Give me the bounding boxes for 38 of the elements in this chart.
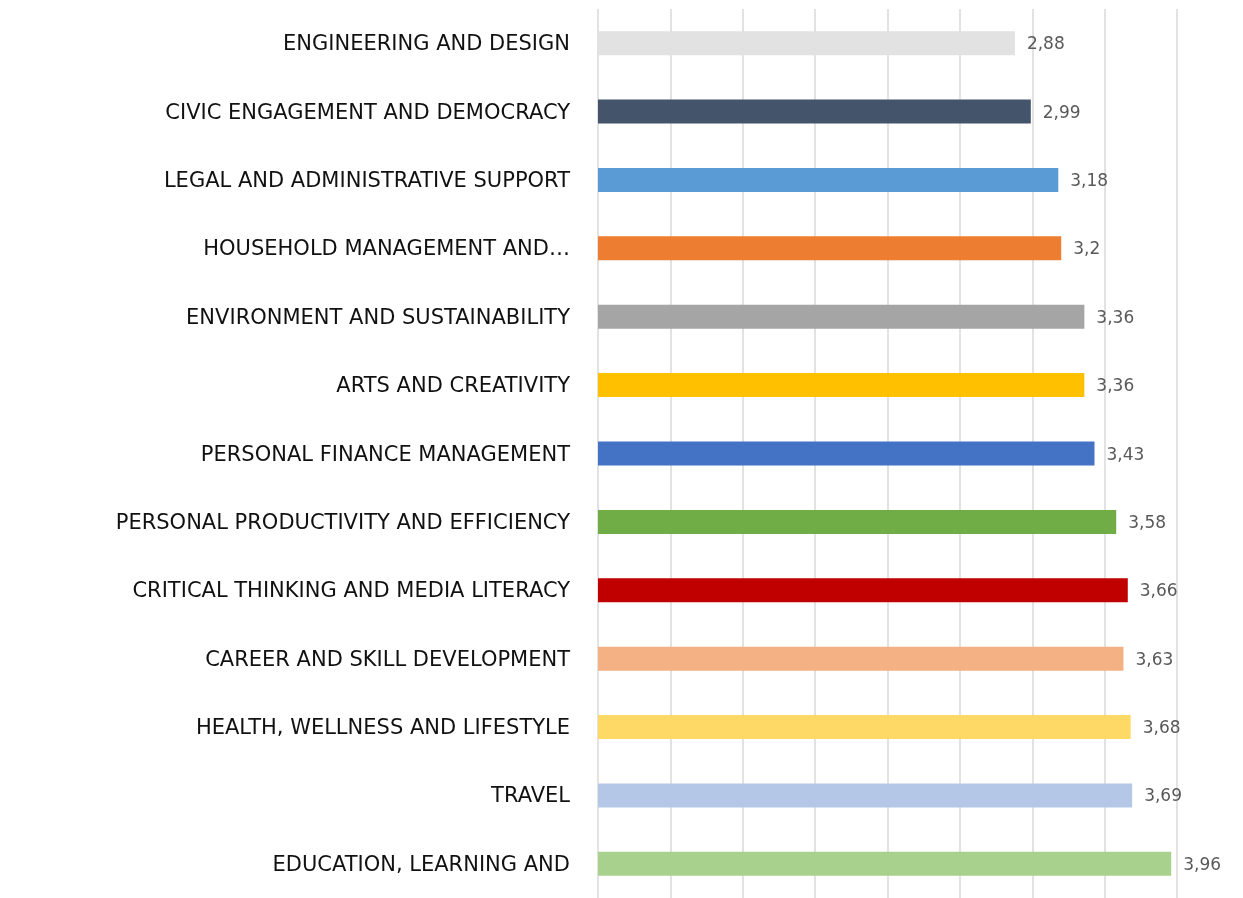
y-tick-label: PERSONAL FINANCE MANAGEMENT — [200, 441, 571, 466]
bar — [598, 715, 1131, 740]
data-label: 3,58 — [1128, 511, 1167, 532]
data-label: 2,99 — [1042, 101, 1081, 122]
y-tick-label: HOUSEHOLD MANAGEMENT AND… — [203, 236, 570, 261]
y-tick-label: PERSONAL PRODUCTIVITY AND EFFICIENCY — [115, 509, 571, 534]
y-tick-label: CRITICAL THINKING AND MEDIA LITERACY — [132, 578, 571, 603]
data-label: 3,18 — [1070, 169, 1109, 190]
data-label: 3,69 — [1144, 785, 1182, 806]
y-tick-label: CAREER AND SKILL DEVELOPMENT — [205, 646, 571, 671]
data-label: 3,63 — [1135, 648, 1174, 669]
y-tick-label: CIVIC ENGAGEMENT AND DEMOCRACY — [165, 99, 571, 124]
y-tick-label: ENGINEERING AND DESIGN — [283, 31, 570, 56]
bar — [598, 783, 1133, 808]
bar — [598, 304, 1085, 329]
y-tick-label: EDUCATION, LEARNING AND — [272, 851, 570, 876]
bar — [598, 646, 1124, 671]
bar — [598, 99, 1031, 124]
bar — [598, 441, 1095, 466]
bar — [598, 578, 1128, 603]
bar — [598, 236, 1062, 261]
y-tick-label: HEALTH, WELLNESS AND LIFESTYLE — [195, 715, 570, 740]
data-label: 3,66 — [1139, 580, 1178, 601]
data-label: 3,96 — [1183, 853, 1222, 874]
bar — [598, 167, 1059, 192]
bar — [598, 851, 1172, 876]
data-label: 3,43 — [1106, 443, 1145, 464]
data-label: 3,68 — [1142, 717, 1181, 738]
data-label: 3,36 — [1096, 375, 1135, 396]
y-tick-label: ENVIRONMENT AND SUSTAINABILITY — [186, 304, 571, 329]
bar — [598, 373, 1085, 398]
bar — [598, 509, 1117, 534]
data-label: 2,88 — [1026, 33, 1065, 54]
data-label: 3,2 — [1073, 238, 1101, 259]
y-tick-label: ARTS AND CREATIVITY — [336, 373, 571, 398]
y-tick-label: LEGAL AND ADMINISTRATIVE SUPPORT — [163, 167, 571, 192]
y-tick-label: TRAVEL — [490, 783, 571, 808]
data-label: 3,36 — [1096, 306, 1135, 327]
